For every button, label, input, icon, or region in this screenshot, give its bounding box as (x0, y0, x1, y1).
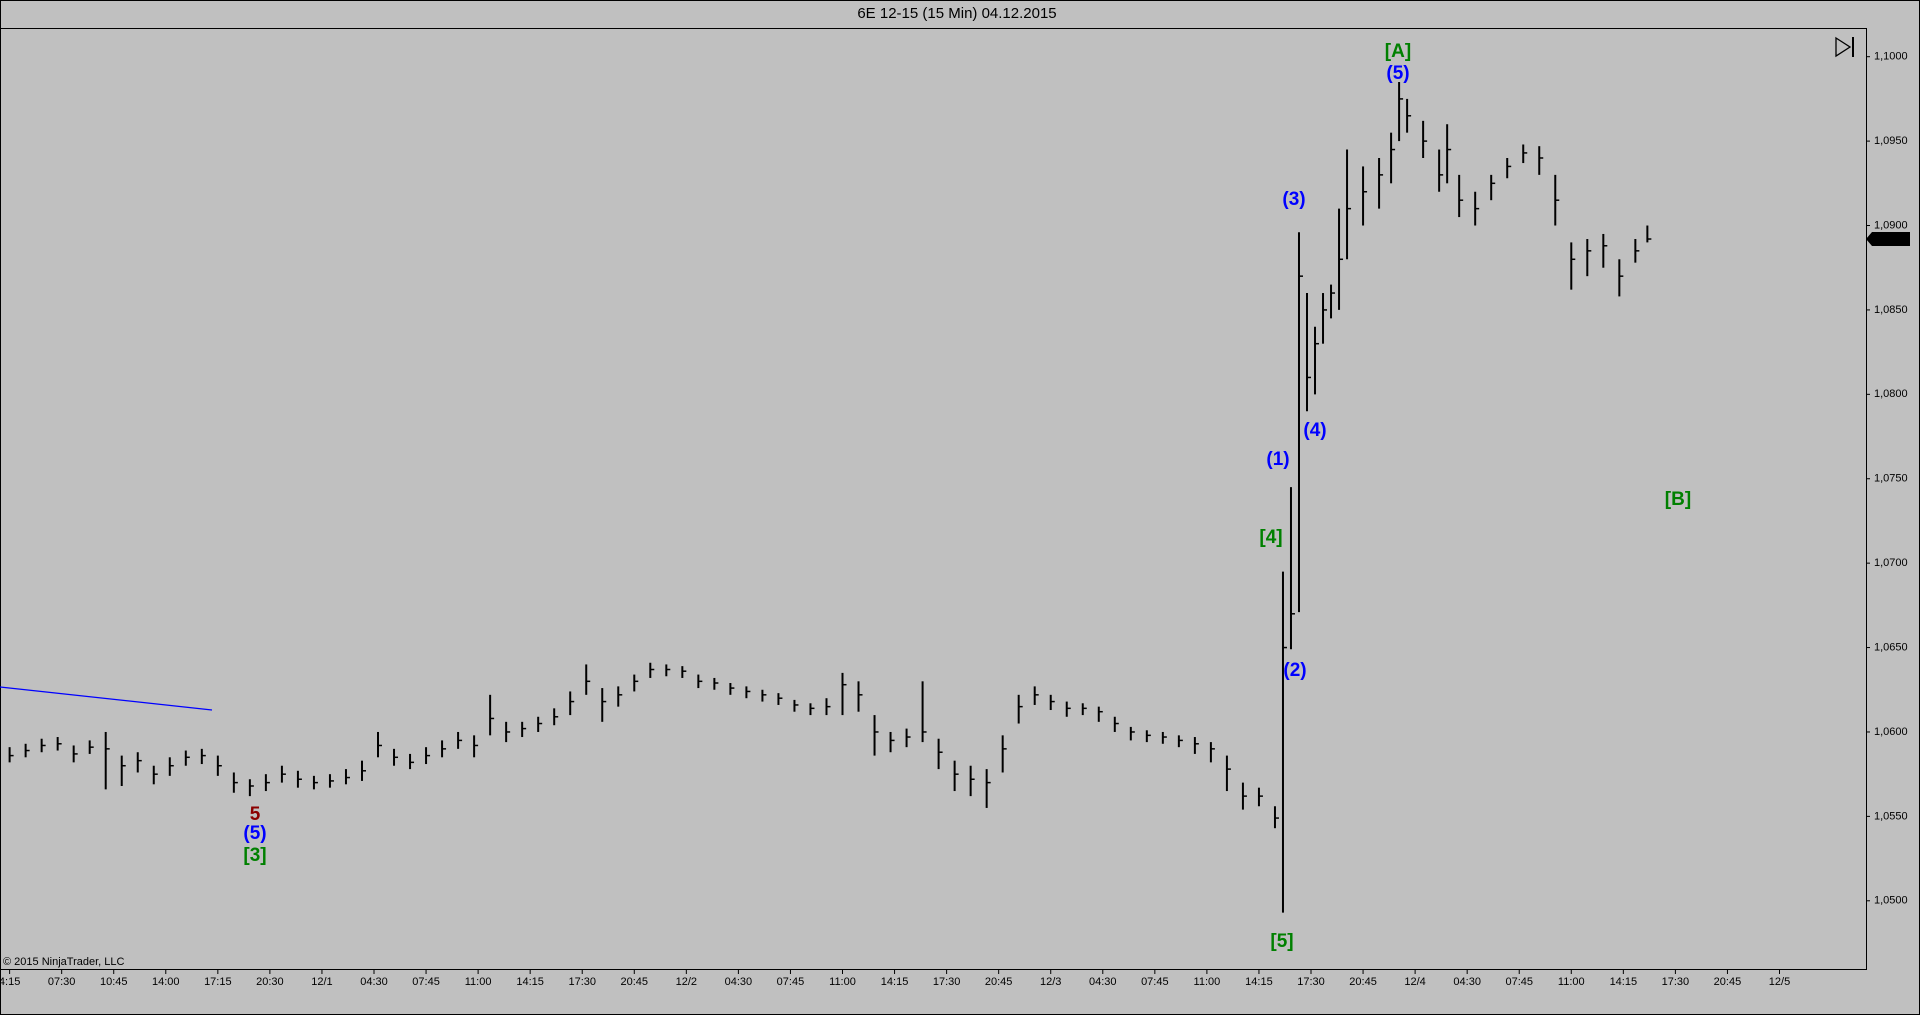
x-tick-label: 17:30 (933, 976, 961, 988)
plot-frame (0, 28, 1867, 970)
chart-title: 6E 12-15 (15 Min) 04.12.2015 (857, 5, 1056, 22)
wave-label: [3] (243, 845, 266, 866)
y-tick-label: 1,0750 (1874, 473, 1908, 485)
x-tick-label: 07:45 (1141, 976, 1169, 988)
x-tick-label: 04:30 (360, 976, 388, 988)
x-tick-label: 20:45 (621, 976, 649, 988)
wave-label: (1) (1266, 449, 1289, 470)
copyright: © 2015 NinjaTrader, LLC (3, 956, 124, 968)
x-tick-label: 17:30 (1297, 976, 1325, 988)
wave-label: (5) (243, 823, 266, 844)
x-tick-label: 14:15 (1610, 976, 1638, 988)
x-tick-label: 04:30 (1453, 976, 1481, 988)
x-tick-label: 11:00 (1558, 976, 1585, 988)
trend-line (0, 686, 213, 711)
x-tick-label: 11:00 (829, 976, 856, 988)
x-tick-label: 11:00 (1194, 976, 1221, 988)
y-tick-label: 1,0800 (1874, 388, 1908, 400)
wave-label: [A] (1385, 41, 1411, 62)
x-tick-label: 11:00 (465, 976, 492, 988)
x-tick-label: 04:30 (1089, 976, 1117, 988)
wave-label: (5) (1386, 63, 1409, 84)
wave-label: [5] (1270, 931, 1293, 952)
last-price-label: 1,0892 (1874, 233, 1908, 245)
x-tick-label: 10:45 (100, 976, 128, 988)
y-tick-label: 1,0500 (1874, 895, 1908, 907)
x-tick-label: 20:45 (1714, 976, 1742, 988)
wave-label: [B] (1665, 489, 1691, 510)
x-tick-label: 14:15 (1245, 976, 1273, 988)
y-tick-label: 1,0700 (1874, 557, 1908, 569)
x-tick-label: 4:15 (0, 976, 20, 988)
x-tick-label: 12/1 (311, 976, 332, 988)
x-tick-label: 07:45 (777, 976, 805, 988)
x-tick-label: 14:15 (516, 976, 544, 988)
x-tick-label: 20:30 (256, 976, 284, 988)
x-tick-label: 12/2 (676, 976, 697, 988)
y-tick-label: 1,0850 (1874, 304, 1908, 316)
wave-label: (3) (1282, 189, 1305, 210)
wave-label: [4] (1259, 527, 1282, 548)
x-tick-label: 04:30 (725, 976, 753, 988)
x-tick-label: 17:15 (204, 976, 232, 988)
x-tick-label: 17:30 (1662, 976, 1690, 988)
wave-label: (4) (1303, 420, 1326, 441)
x-tick-label: 14:00 (152, 976, 180, 988)
y-tick-label: 1,0900 (1874, 219, 1908, 231)
y-tick-label: 1,0650 (1874, 641, 1908, 653)
y-tick-label: 1,0600 (1874, 726, 1908, 738)
wave-label: 5 (250, 804, 261, 825)
wave-label: (2) (1283, 660, 1306, 681)
y-tick-label: 1,1000 (1874, 51, 1908, 63)
x-tick-label: 14:15 (881, 976, 909, 988)
x-tick-label: 12/5 (1769, 976, 1790, 988)
y-tick-label: 1,0550 (1874, 810, 1908, 822)
x-tick-label: 20:45 (1349, 976, 1377, 988)
scroll-end-icon[interactable] (1835, 36, 1854, 58)
x-tick-label: 07:45 (412, 976, 440, 988)
last-price-marker (1866, 232, 1910, 247)
y-tick-label: 1,0950 (1874, 135, 1908, 147)
x-tick-label: 20:45 (985, 976, 1013, 988)
x-tick-label: 07:30 (48, 976, 76, 988)
x-tick-label: 12/4 (1404, 976, 1425, 988)
x-tick-label: 07:45 (1505, 976, 1533, 988)
x-tick-label: 17:30 (568, 976, 596, 988)
x-tick-label: 12/3 (1040, 976, 1061, 988)
